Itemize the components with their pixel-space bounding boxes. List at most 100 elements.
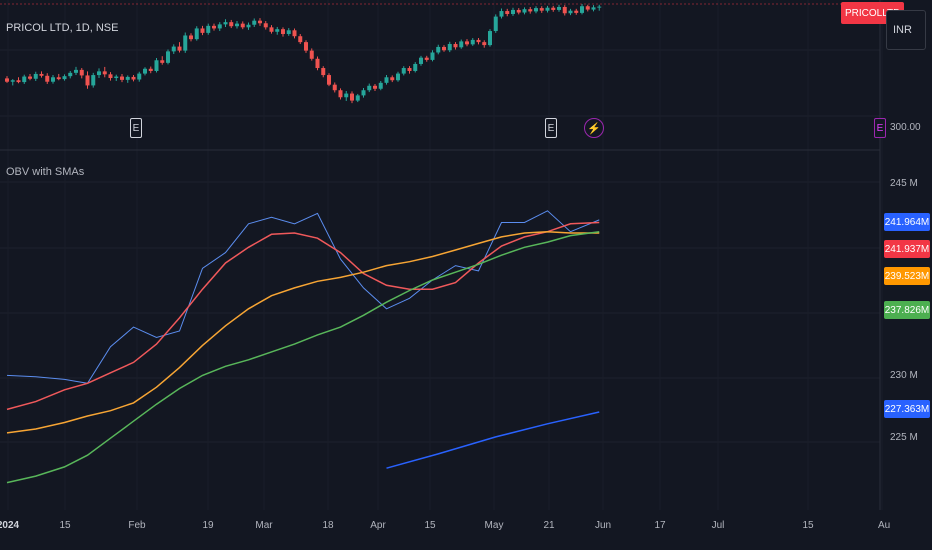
candle-body <box>361 90 366 96</box>
candle-body <box>419 57 423 64</box>
candle-body <box>321 68 326 76</box>
candle-body <box>258 20 262 24</box>
sma-line <box>6 230 600 484</box>
candle-body <box>390 77 395 81</box>
candle-body <box>442 46 446 51</box>
time-axis-label: May <box>484 520 504 531</box>
candle-body <box>68 72 73 77</box>
candle-body <box>97 71 101 76</box>
candle-body <box>39 73 44 76</box>
candle-body <box>585 6 590 10</box>
candle-body <box>143 68 147 74</box>
indicator-title[interactable]: OBV with SMAs <box>6 166 85 178</box>
time-axis-label: Jul <box>711 520 725 531</box>
candle-body <box>355 95 360 101</box>
candle-body <box>223 22 228 25</box>
candle-body <box>309 50 314 59</box>
symbol-label[interactable]: PRICOL LTD, 1D, NSE <box>6 22 119 34</box>
candle-body <box>74 69 78 73</box>
earnings-marker[interactable]: E <box>545 118 557 138</box>
candle-body <box>56 77 61 80</box>
candle-body <box>183 35 188 51</box>
candle-body <box>177 46 182 51</box>
currency-button[interactable]: INR <box>886 10 926 50</box>
candle-body <box>22 76 27 83</box>
candle-body <box>407 68 412 71</box>
indicator-axis-label: 225 M <box>890 432 918 443</box>
candle-body <box>79 69 84 76</box>
time-axis-label: 15 <box>59 520 71 531</box>
obv-value-tag: 241.964M <box>884 213 930 231</box>
sma-line <box>386 411 600 469</box>
candle-body <box>275 29 280 32</box>
candle-body <box>269 27 274 32</box>
candle-body <box>246 24 251 28</box>
candle-body <box>102 71 107 75</box>
time-axis-label: Feb <box>128 520 146 531</box>
candle-body <box>212 25 216 29</box>
grid-lines <box>0 49 880 443</box>
candle-body <box>16 80 21 83</box>
candle-body <box>482 42 487 46</box>
candle-body <box>252 20 257 25</box>
candle-body <box>499 11 504 17</box>
candle-body <box>436 46 441 53</box>
candle-body <box>131 76 136 80</box>
candle-body <box>344 93 349 98</box>
time-axis-label: 19 <box>202 520 214 531</box>
time-axis-label: Mar <box>255 520 273 531</box>
candle-body <box>522 9 527 13</box>
candle-body <box>551 7 556 10</box>
candle-body <box>120 76 124 80</box>
sma-value-tag: 239.523M <box>884 267 930 285</box>
candle-body <box>338 90 343 98</box>
candle-body <box>568 10 573 14</box>
candle-body <box>396 73 400 81</box>
lightning-icon[interactable]: ⚡ <box>584 118 604 138</box>
candle-body <box>459 41 464 48</box>
indicator-axis-label: 230 M <box>890 370 918 381</box>
candle-body <box>413 63 418 71</box>
candle-body <box>235 23 239 27</box>
time-axis-label: Apr <box>370 520 386 531</box>
candle-body <box>125 76 130 80</box>
time-axis-label: Au <box>878 520 891 531</box>
candle-body <box>447 43 452 51</box>
candle-body <box>350 93 354 101</box>
sma-line <box>6 221 600 411</box>
candle-body <box>488 31 492 46</box>
earnings-marker[interactable]: E <box>874 118 886 138</box>
time-axis-label: 2024 <box>0 520 20 531</box>
candle-body <box>286 30 291 34</box>
candle-body <box>166 51 170 63</box>
candle-body <box>85 75 90 86</box>
candle-body <box>91 75 96 86</box>
candle-body <box>367 85 372 91</box>
candle-body <box>545 7 550 11</box>
candle-body <box>591 7 596 10</box>
candle-body <box>217 24 222 29</box>
price-axis-value: 300.00 <box>890 122 921 133</box>
candle-body <box>137 73 142 80</box>
sma-line <box>6 230 600 434</box>
candle-body <box>28 76 32 79</box>
candle-body <box>384 77 389 83</box>
candle-body <box>528 9 533 12</box>
candle-body <box>401 68 406 74</box>
candle-body <box>263 23 268 28</box>
candle-body <box>539 8 544 11</box>
candle-body <box>154 60 159 71</box>
candle-body <box>574 10 579 13</box>
candle-body <box>194 28 199 40</box>
earnings-marker[interactable]: E <box>130 118 142 138</box>
candle-body <box>304 42 308 51</box>
candle-body <box>597 6 602 8</box>
candle-body <box>327 75 331 85</box>
time-axis-label: 18 <box>322 520 334 531</box>
candle-body <box>189 35 193 40</box>
candle-body <box>45 75 50 82</box>
candle-body <box>281 29 285 34</box>
candle-body <box>373 85 377 89</box>
candle-body <box>10 80 15 82</box>
candle-body <box>430 52 435 60</box>
